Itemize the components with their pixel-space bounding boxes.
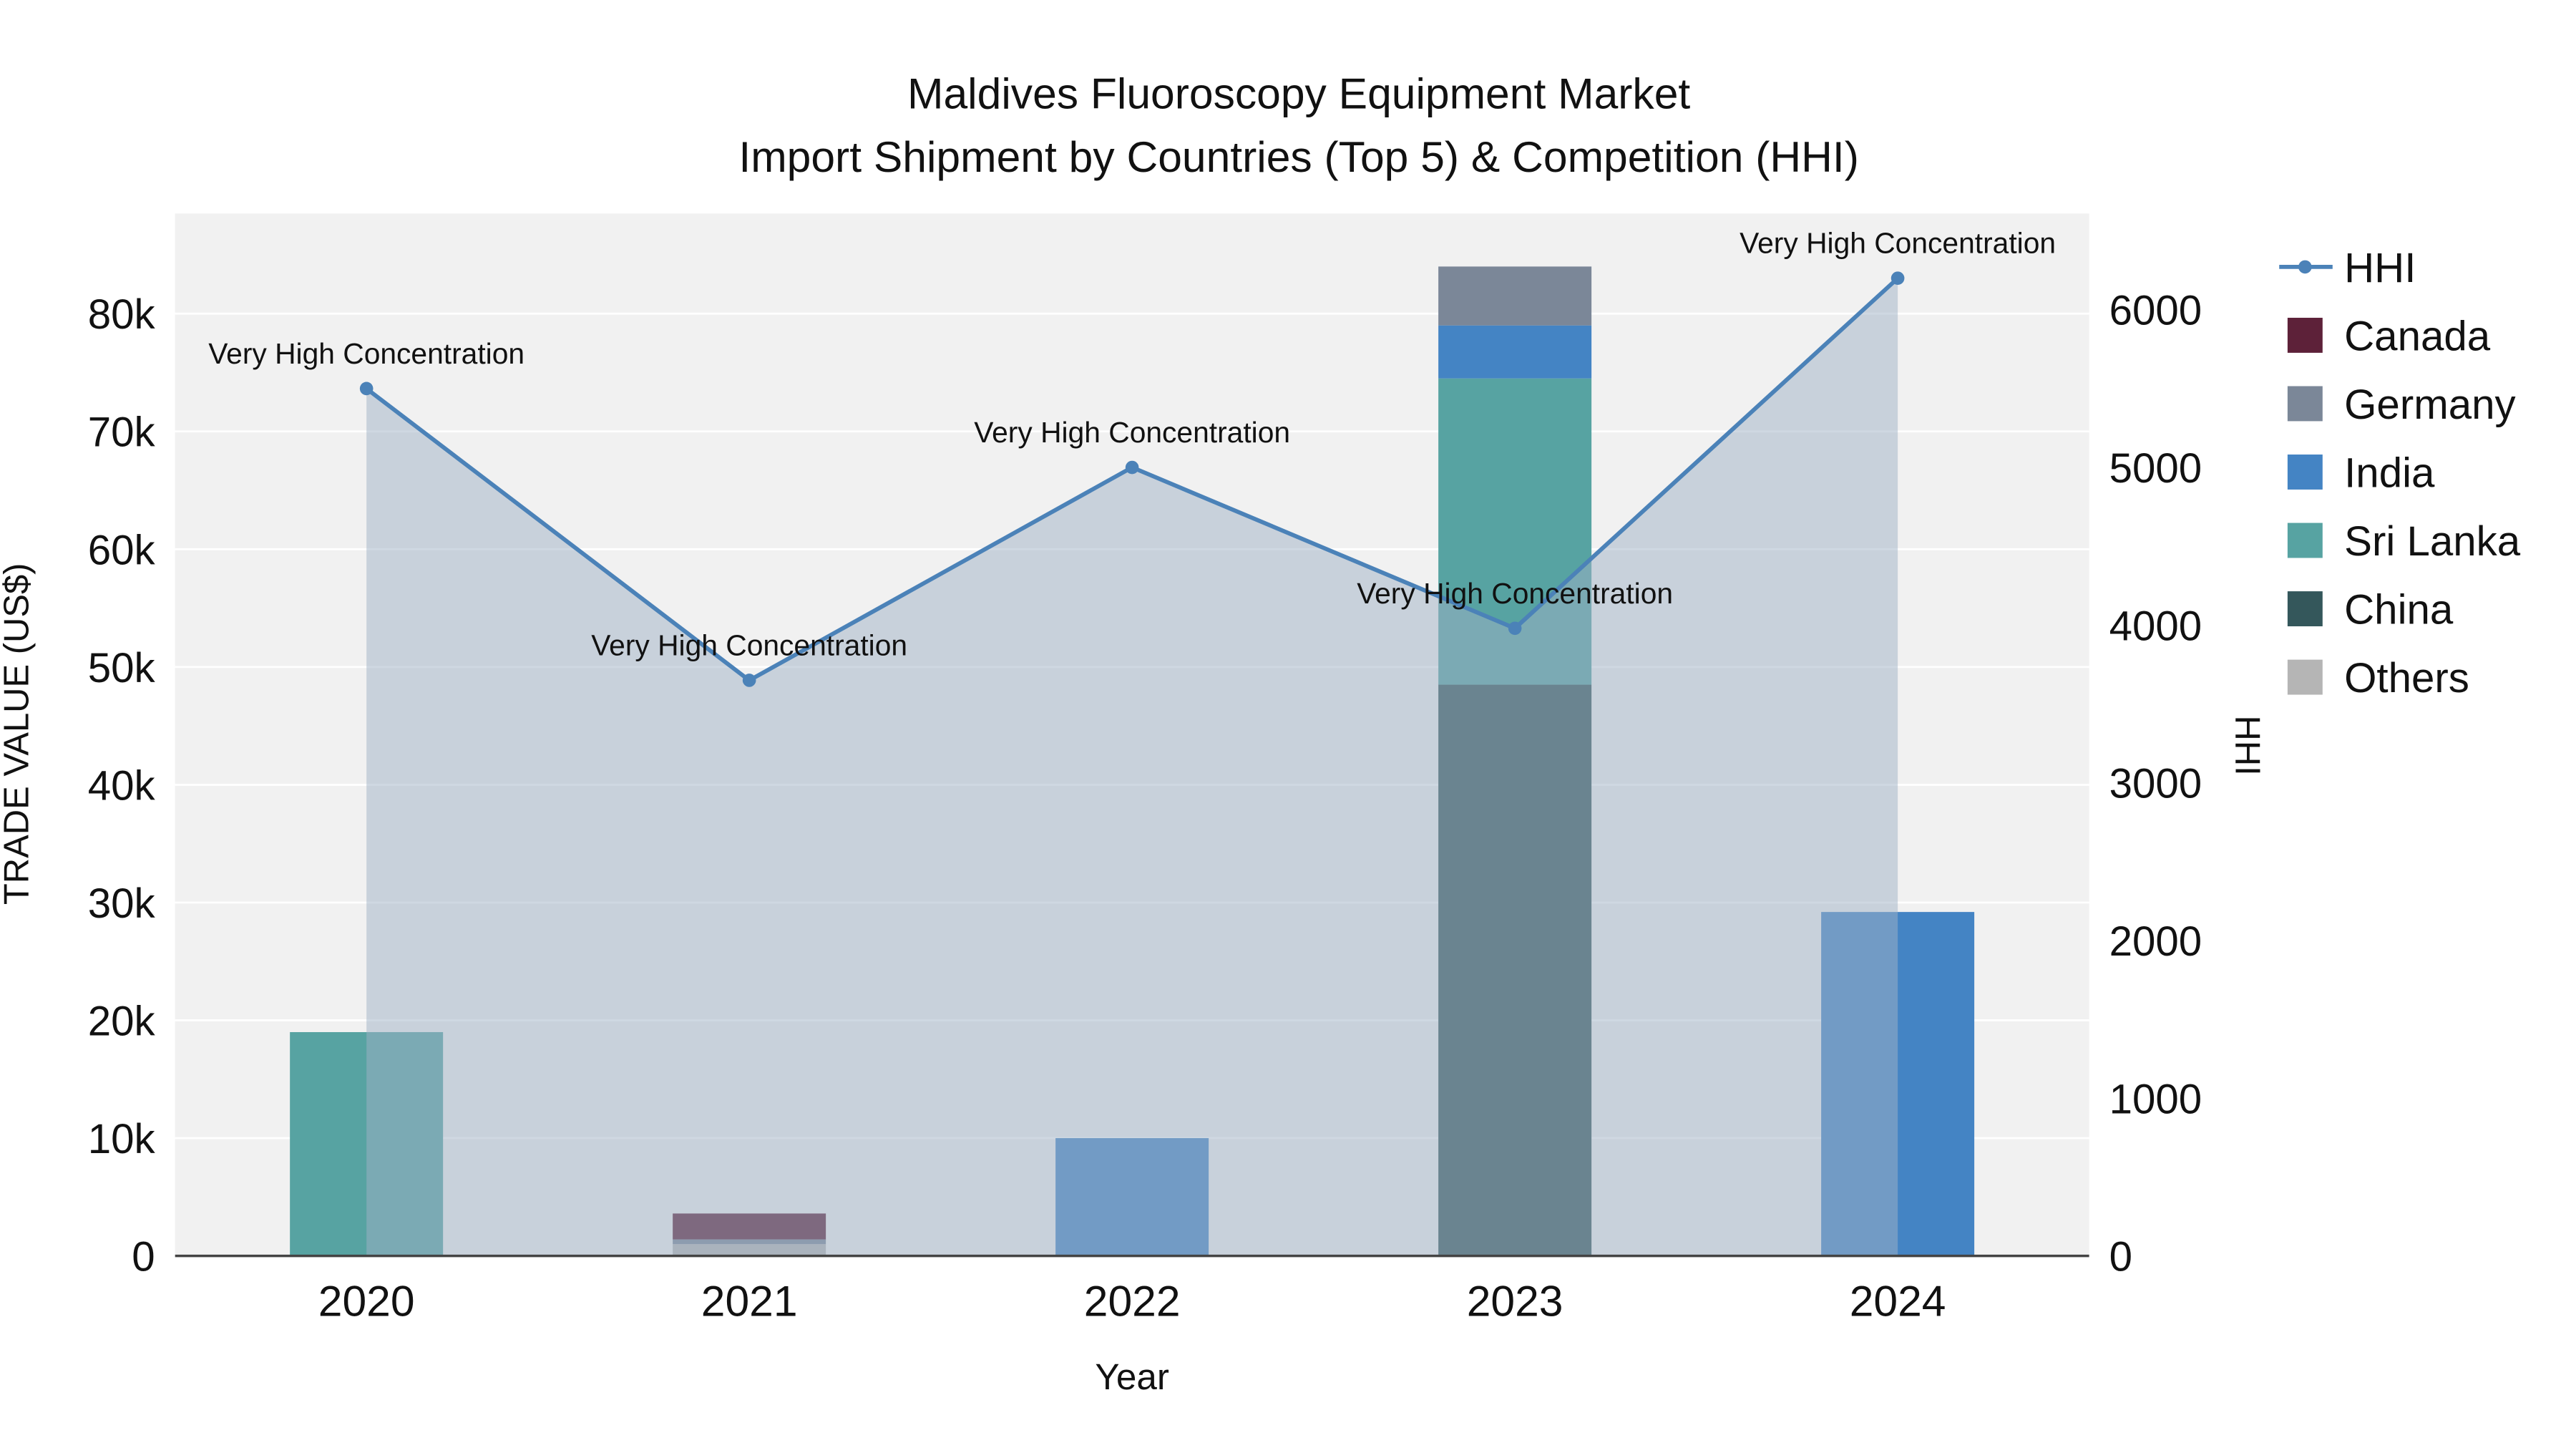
- y-left-tick-label: 30k: [88, 880, 156, 927]
- legend-swatch-germany-icon: [2287, 386, 2323, 422]
- hhi-point: [1125, 460, 1139, 475]
- legend-item-sri-lanka[interactable]: Sri Lanka: [2287, 518, 2521, 565]
- legend-marker-hhi-icon: [2298, 260, 2312, 274]
- legend-item-hhi[interactable]: HHI: [2279, 245, 2416, 291]
- x-tick-label: 2022: [1084, 1277, 1181, 1326]
- bar-segment-germany: [1438, 266, 1592, 326]
- legend-swatch-india-icon: [2287, 455, 2323, 490]
- y-left-tick-label: 20k: [88, 998, 156, 1044]
- legend-swatch-china-icon: [2287, 591, 2323, 627]
- annotation: Very High Concentration: [974, 416, 1290, 449]
- annotation: Very High Concentration: [1740, 227, 2056, 260]
- y-right-tick-label: 1000: [2109, 1076, 2202, 1122]
- annotation: Very High Concentration: [208, 337, 525, 370]
- y-right-axis-title: HHI: [2228, 715, 2267, 775]
- y-left-tick-label: 80k: [88, 291, 156, 338]
- legend-label-germany: Germany: [2344, 382, 2516, 428]
- y-right-tick-label: 2000: [2109, 918, 2202, 965]
- x-tick-label: 2020: [318, 1277, 415, 1326]
- x-axis-title: Year: [1095, 1356, 1169, 1397]
- y-left-tick-label: 50k: [88, 645, 156, 691]
- annotation: Very High Concentration: [1357, 577, 1673, 610]
- y-right-tick-label: 4000: [2109, 603, 2202, 649]
- hhi-point: [742, 674, 756, 687]
- chart-title-line1: Maldives Fluoroscopy Equipment Market: [907, 69, 1690, 118]
- legend-item-india[interactable]: India: [2287, 449, 2435, 496]
- y-left-tick-label: 0: [132, 1234, 155, 1281]
- x-tick-label: 2023: [1467, 1277, 1563, 1326]
- y-right-tick-label: 5000: [2109, 445, 2202, 492]
- legend-swatch-canada-icon: [2287, 317, 2323, 353]
- legend-item-china[interactable]: China: [2287, 587, 2454, 633]
- legend-item-others[interactable]: Others: [2287, 655, 2469, 701]
- y-left-tick-label: 70k: [88, 409, 156, 456]
- legend-swatch-others-icon: [2287, 659, 2323, 695]
- y-left-tick-label: 10k: [88, 1116, 156, 1162]
- legend-label-canada: Canada: [2344, 313, 2491, 359]
- hhi-area: [366, 278, 1898, 1256]
- y-right-tick-label: 3000: [2109, 761, 2202, 807]
- legend-label-others: Others: [2344, 655, 2469, 701]
- x-tick-label: 2024: [1850, 1277, 1946, 1326]
- y-left-tick-label: 60k: [88, 527, 156, 573]
- hhi-point: [359, 382, 374, 396]
- x-tick-label: 2021: [701, 1277, 798, 1326]
- hhi-point: [1890, 271, 1905, 285]
- y-right-tick-label: 0: [2109, 1234, 2132, 1281]
- bar-segment-india: [1438, 325, 1592, 379]
- chart-title-line2: Import Shipment by Countries (Top 5) & C…: [738, 132, 1859, 181]
- legend-label-china: China: [2344, 587, 2454, 633]
- legend-label-india: India: [2344, 449, 2435, 496]
- legend-label-hhi: HHI: [2344, 245, 2416, 291]
- legend-item-germany[interactable]: Germany: [2287, 382, 2517, 428]
- y-left-axis-title: TRADE VALUE (US$): [0, 563, 36, 905]
- y-right-tick-label: 6000: [2109, 288, 2202, 334]
- chart-layers: Very High Concentration Very High Concent…: [88, 213, 2521, 1326]
- legend-item-canada[interactable]: Canada: [2287, 313, 2491, 359]
- legend-swatch-sri-lanka-icon: [2287, 523, 2323, 558]
- legend-label-sri-lanka: Sri Lanka: [2344, 518, 2521, 565]
- annotation: Very High Concentration: [591, 629, 907, 662]
- y-left-tick-label: 40k: [88, 762, 156, 809]
- hhi-point: [1508, 621, 1522, 636]
